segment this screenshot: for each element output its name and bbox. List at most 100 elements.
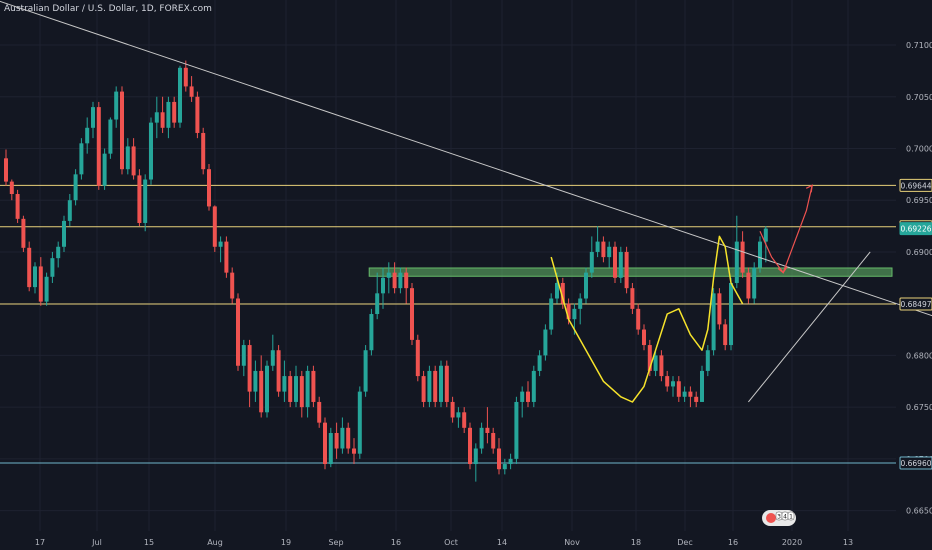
projection-arrow[interactable]	[759, 185, 813, 274]
candle-up	[589, 251, 594, 273]
candle-up	[607, 246, 612, 258]
candle-down	[624, 251, 629, 289]
x-axis[interactable]: 17 Jul 15 Aug 19 Sep 16 Oct 14 Nov 18 Dec 16 2020 13	[35, 538, 853, 547]
badge-count: 3	[777, 514, 781, 521]
candle-up	[729, 282, 733, 346]
candle-down	[120, 91, 124, 170]
candle-down	[323, 422, 327, 465]
candle-up	[543, 329, 548, 356]
x-tick-label: Sep	[328, 538, 343, 547]
candle-up	[108, 119, 113, 154]
candle-up	[479, 427, 484, 449]
candle-down	[259, 370, 264, 413]
price-label-text: 0.68497	[900, 300, 931, 309]
candle-down	[746, 272, 751, 299]
x-tick-label: Nov	[564, 538, 580, 547]
price-label-box	[899, 297, 932, 311]
candle-up	[265, 365, 269, 413]
candle-up	[149, 122, 153, 180]
candle-up	[85, 127, 90, 144]
candle-down	[38, 266, 43, 302]
candle-down	[647, 345, 652, 371]
candle-down	[676, 381, 681, 397]
candle-down	[415, 339, 420, 377]
price-label-box	[899, 222, 932, 236]
candle-up	[67, 200, 72, 221]
candle-up	[154, 112, 159, 123]
candle-down	[207, 169, 211, 207]
candle-down	[334, 432, 339, 449]
x-tick-label: Oct	[444, 538, 458, 547]
candle-down	[183, 67, 188, 87]
candle-down	[137, 175, 142, 223]
candle-down	[212, 206, 217, 247]
candle-up	[398, 272, 403, 289]
candle-down	[21, 218, 26, 248]
x-tick-label: Jul	[91, 538, 102, 547]
candle-down	[172, 101, 177, 123]
price-label-text: 0.69226	[900, 225, 931, 234]
candle-up	[218, 241, 223, 247]
candle-up	[91, 107, 95, 128]
candle-up	[705, 350, 710, 371]
candle-up	[50, 258, 55, 277]
x-tick-label: 14	[497, 538, 507, 547]
candle-up	[618, 251, 623, 278]
candle-up	[114, 91, 119, 120]
yellow-path-drawing[interactable]	[550, 235, 744, 403]
candle-down	[694, 396, 699, 402]
candle-up	[62, 220, 66, 247]
candle-down	[491, 432, 496, 449]
candle-up	[584, 272, 588, 299]
candle-up	[125, 146, 130, 170]
candle-down	[9, 181, 14, 195]
candle-down	[299, 376, 304, 408]
candle-up	[555, 282, 559, 299]
candle-up	[711, 293, 716, 351]
candle-down	[404, 272, 409, 289]
candle-up	[79, 143, 84, 175]
candle-up	[758, 241, 762, 268]
candle-up	[653, 355, 658, 371]
candle-up	[531, 370, 536, 402]
candle-up	[520, 391, 525, 402]
price-label-text: 0.66960	[900, 459, 931, 468]
candle-down	[131, 146, 136, 176]
candle-down	[236, 298, 240, 366]
ascending-trendline[interactable]	[748, 251, 871, 403]
descending-trendline[interactable]	[0, 0, 932, 342]
badge-count: 4	[783, 514, 787, 521]
candle-up	[282, 376, 287, 392]
candle-down	[288, 376, 293, 402]
x-tick-label: 16	[728, 538, 738, 547]
candle-up	[671, 381, 675, 387]
candle-down	[15, 194, 20, 219]
candle-down	[421, 376, 426, 402]
flag-icon	[766, 513, 776, 523]
badge-box	[787, 511, 795, 521]
candle-down	[468, 427, 472, 465]
candle-down	[195, 96, 200, 133]
candle-down	[497, 448, 501, 470]
horizontal-lines-layer	[0, 184, 896, 464]
candle-up	[549, 298, 554, 330]
y-tick-label: 0.66500	[906, 507, 932, 516]
candle-down	[485, 427, 490, 433]
resistance-zone[interactable]	[368, 267, 893, 277]
candle-up	[682, 391, 687, 397]
x-tick-label: 19	[281, 538, 291, 547]
candle-down	[642, 329, 646, 346]
candle-down	[346, 427, 351, 449]
candle-up	[537, 355, 542, 371]
candle-up	[328, 432, 333, 465]
candle-down	[317, 401, 322, 423]
